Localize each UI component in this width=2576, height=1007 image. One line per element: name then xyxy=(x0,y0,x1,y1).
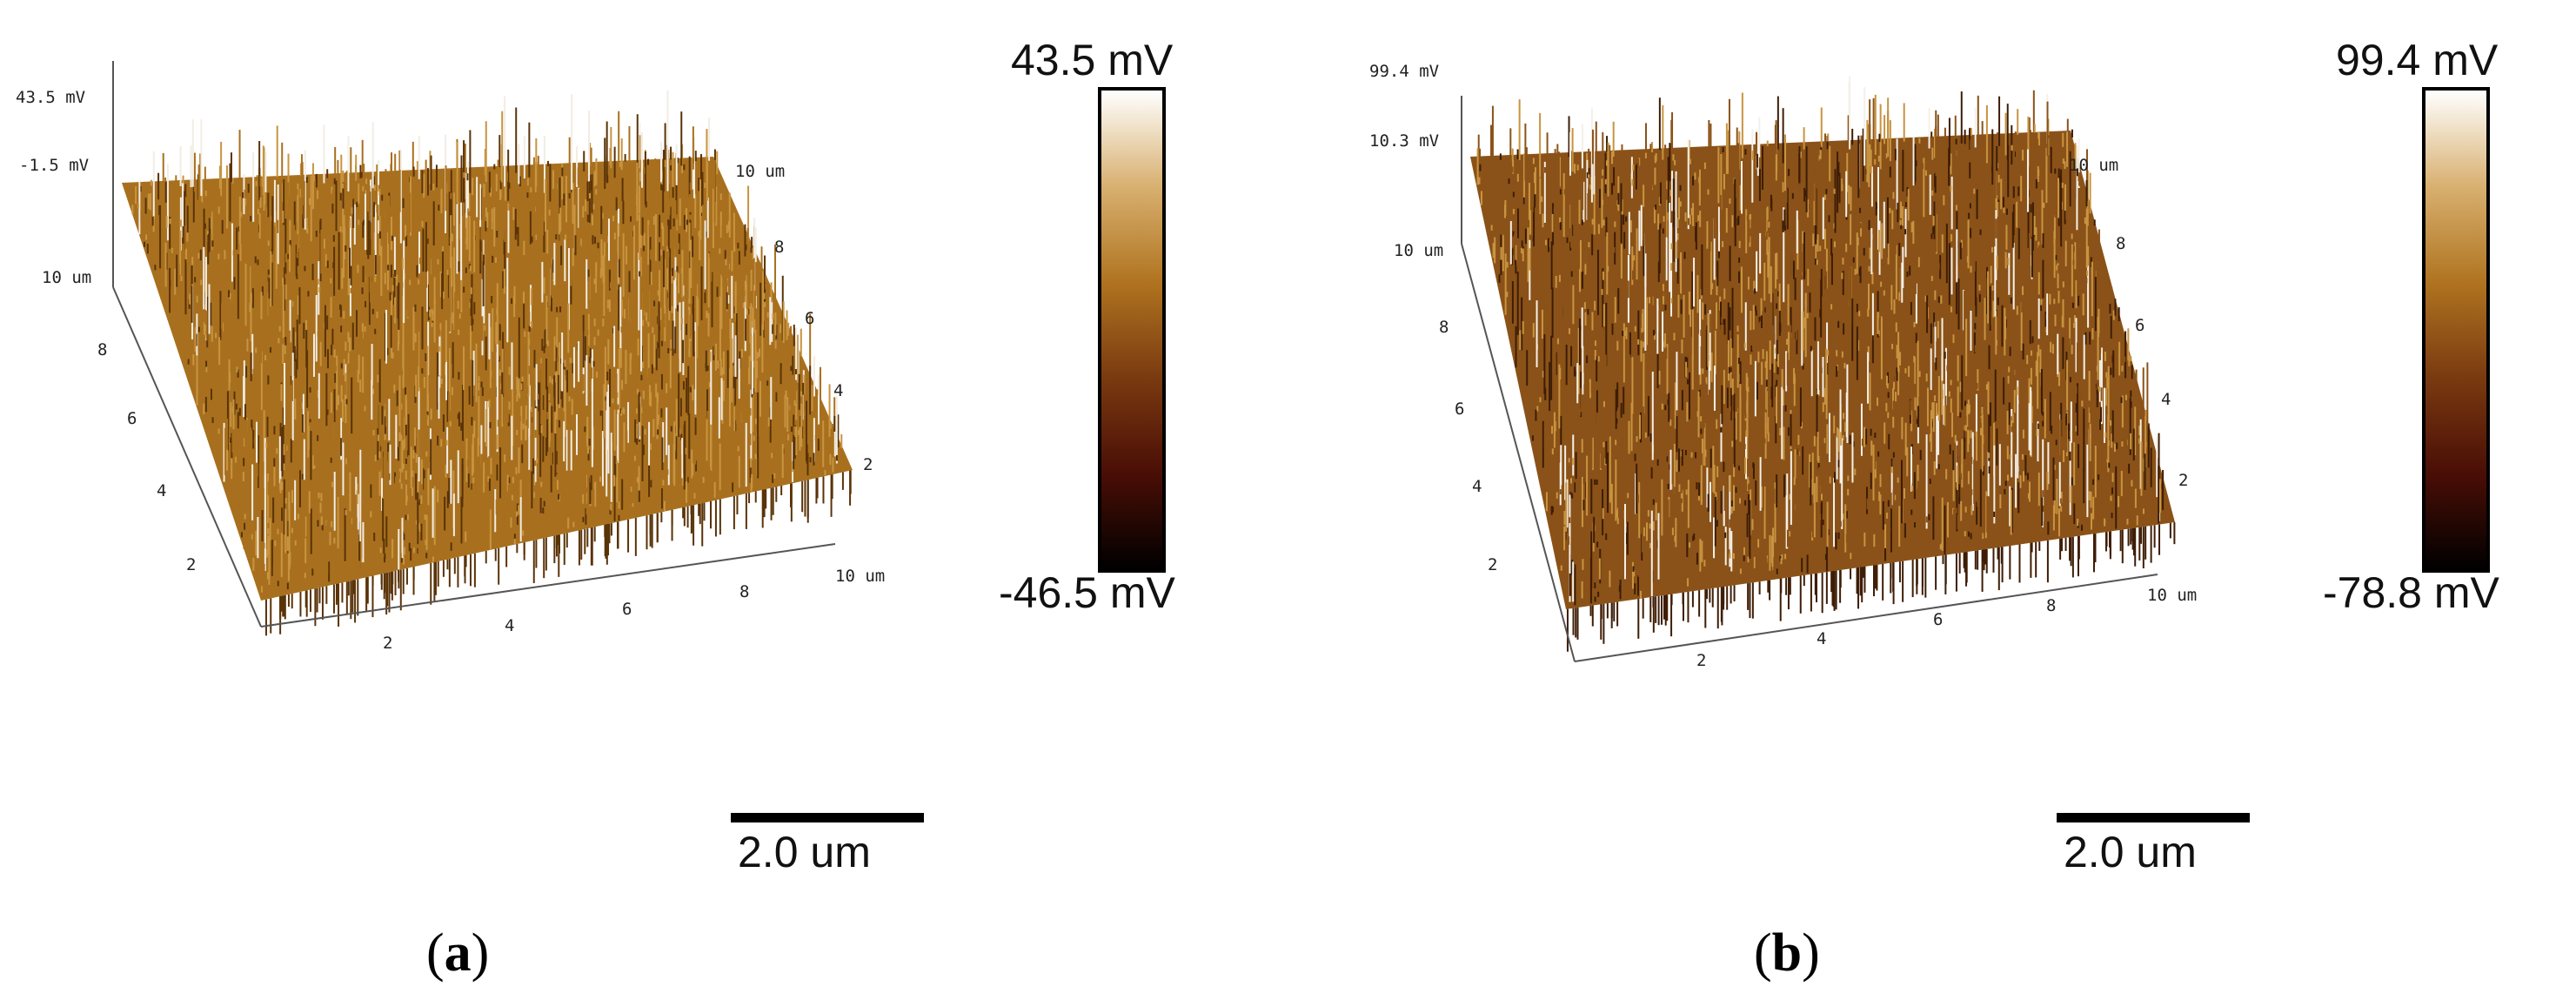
bottom-axis-tick: 8 xyxy=(739,582,749,601)
surface-b xyxy=(1470,76,2176,652)
surface-3d-plot-b: 99.4 mV 10.3 mV 10 um 8 6 4 2 2 4 6 8 10… xyxy=(1369,62,2197,670)
bottom-axis-tick: 6 xyxy=(622,600,632,619)
surface-3d-plot-a: 43.5 mV -1.5 mV 10 um 8 6 4 2 2 4 6 8 10… xyxy=(16,61,885,653)
bottom-axis-tick: 2 xyxy=(383,634,392,653)
surface-a xyxy=(122,90,853,636)
z-axis-mid-label: -1.5 mV xyxy=(19,156,89,175)
scale-bar-label: 2.0 um xyxy=(738,828,871,876)
bottom-axis-end-label: 10 um xyxy=(835,567,885,586)
right-axis-top-label: 10 um xyxy=(735,162,785,181)
colorbar-min-label: -46.5 mV xyxy=(999,568,1175,617)
bottom-axis-line xyxy=(260,543,836,628)
panel-a: 43.5 mV -1.5 mV 10 um 8 6 4 2 2 4 6 8 10… xyxy=(16,36,1175,983)
left-axis-corner-label: 10 um xyxy=(42,268,91,287)
panel-b: 99.4 mV 10.3 mV 10 um 8 6 4 2 2 4 6 8 10… xyxy=(1322,0,2576,1007)
left-axis-tick: 8 xyxy=(97,340,107,359)
right-axis-tick: 4 xyxy=(833,381,843,400)
right-axis-tick: 6 xyxy=(805,309,814,328)
panel-caption-a: (a) xyxy=(426,923,490,983)
left-axis-tick: 4 xyxy=(157,481,166,500)
left-axis-tick: 2 xyxy=(186,555,196,574)
colorbar-a xyxy=(1098,87,1166,573)
left-axis-line xyxy=(112,286,262,628)
z-axis-max-label: 43.5 mV xyxy=(16,88,85,107)
scale-bar xyxy=(731,813,924,822)
right-axis-tick: 2 xyxy=(863,455,873,474)
bottom-axis-tick: 4 xyxy=(505,616,514,635)
right-axis-tick: 8 xyxy=(774,238,784,257)
colorbar-max-label: 43.5 mV xyxy=(1011,36,1174,84)
left-axis-tick: 6 xyxy=(127,409,137,428)
